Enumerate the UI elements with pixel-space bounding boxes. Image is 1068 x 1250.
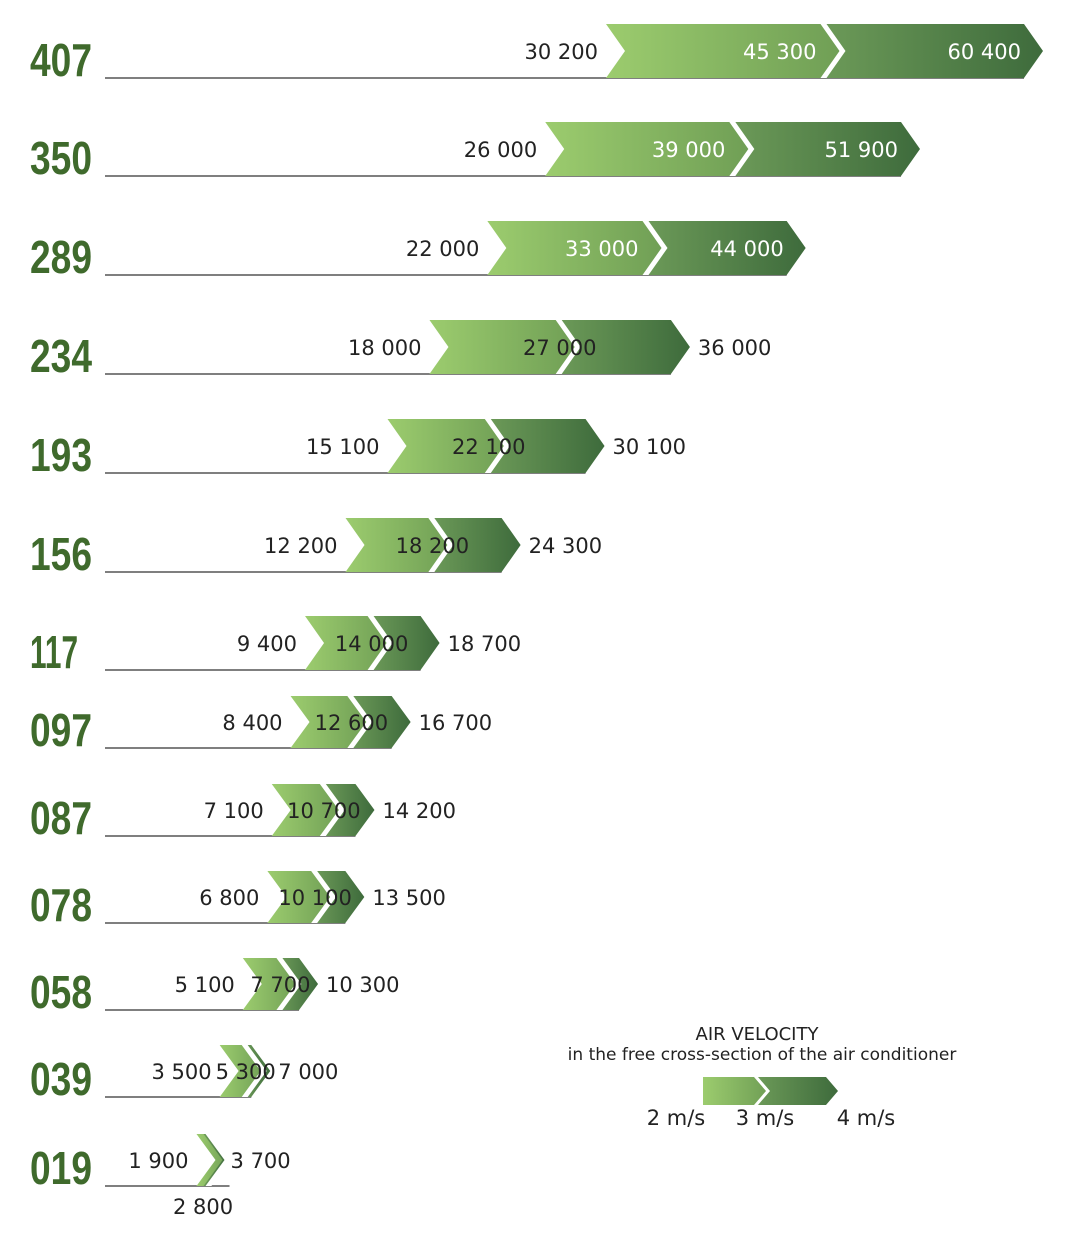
category-label-193: 193 (30, 429, 92, 481)
category-label-350: 350 (30, 132, 92, 184)
value-label-4ms-289: 44 000 (710, 237, 783, 261)
legend-entry-3ms: 3 m/s (736, 1106, 795, 1130)
bar-segment-3-4-407 (824, 24, 1043, 78)
value-label-2ms-117: 9 400 (237, 632, 297, 656)
bar-segment-2-3-117 (305, 616, 391, 670)
value-label-4ms-078: 13 500 (372, 886, 445, 910)
category-label-289: 289 (30, 231, 92, 283)
segment-divider-058 (276, 958, 302, 1010)
value-label-3ms-117: 14 000 (335, 632, 408, 656)
category-label-087: 087 (30, 792, 92, 844)
bar-segment-3-4-087 (323, 784, 375, 836)
legend-swatch-dark (757, 1077, 838, 1105)
segment-divider-350 (729, 122, 755, 176)
value-label-3ms-407: 45 300 (743, 40, 816, 64)
value-label-2ms-078: 6 800 (199, 886, 259, 910)
value-label-2ms-019: 1 900 (128, 1149, 188, 1173)
bar-segment-3-4-193 (488, 419, 605, 473)
bar-segment-2-3-058 (242, 958, 300, 1010)
bar-segment-2-3-097 (290, 696, 371, 748)
category-label-078: 078 (30, 879, 92, 931)
value-label-4ms-234: 36 000 (698, 336, 771, 360)
bar-segment-3-4-097 (351, 696, 411, 748)
value-label-3ms-097: 12 600 (315, 711, 388, 735)
legend-entry-2ms: 2 m/s (647, 1106, 706, 1130)
category-label-117: 117 (30, 626, 78, 678)
value-label-3ms-019: 2 800 (173, 1195, 233, 1219)
value-label-2ms-039: 3 500 (152, 1060, 212, 1084)
chart-rows: 407 30 200 45 300 60 400 350 26 000 39 000 51 9… (30, 24, 1043, 1219)
bar-segment-3-4-078 (315, 871, 365, 923)
value-label-4ms-039: 7 000 (278, 1060, 338, 1084)
value-label-3ms-350: 39 000 (652, 138, 725, 162)
value-label-4ms-193: 30 100 (613, 435, 686, 459)
value-label-3ms-193: 22 100 (452, 435, 525, 459)
value-label-2ms-407: 30 200 (525, 40, 598, 64)
value-label-3ms-078: 10 100 (278, 886, 351, 910)
bar-segment-2-3-156 (345, 518, 452, 572)
bar-segment-2-3-234 (429, 320, 579, 374)
value-label-3ms-039: 5 300 (216, 1060, 276, 1084)
bar-segment-3-4-156 (432, 518, 521, 572)
value-label-2ms-193: 15 100 (306, 435, 379, 459)
value-label-4ms-117: 18 700 (448, 632, 521, 656)
value-label-2ms-289: 22 000 (406, 237, 479, 261)
value-label-2ms-234: 18 000 (348, 336, 421, 360)
value-label-2ms-097: 8 400 (222, 711, 282, 735)
value-label-3ms-087: 10 700 (287, 799, 360, 823)
value-label-3ms-234: 27 000 (523, 336, 596, 360)
category-label-156: 156 (30, 528, 92, 580)
value-label-4ms-019: 3 700 (231, 1149, 291, 1173)
segment-divider-019 (205, 1134, 231, 1186)
value-label-4ms-058: 10 300 (326, 973, 399, 997)
value-label-2ms-058: 5 100 (175, 973, 235, 997)
bar-segment-3-4-117 (371, 616, 440, 670)
category-label-019: 019 (30, 1142, 92, 1194)
segment-divider-039 (241, 1045, 267, 1097)
value-label-4ms-087: 14 200 (382, 799, 455, 823)
segment-divider-193 (484, 419, 510, 473)
segment-divider-156 (428, 518, 454, 572)
bar-segment-3-4-289 (646, 221, 806, 275)
bar-segment-2-3-087 (271, 784, 343, 836)
bar-segment-2-3-407 (606, 24, 844, 78)
bar-segment-2-3-289 (487, 221, 666, 275)
category-label-407: 407 (30, 34, 92, 86)
segment-divider-234 (555, 320, 581, 374)
category-label-039: 039 (30, 1053, 92, 1105)
segment-divider-087 (319, 784, 345, 836)
bar-segment-3-4-234 (559, 320, 690, 374)
segment-divider-407 (820, 24, 846, 78)
category-label-058: 058 (30, 966, 92, 1018)
legend-subtitle: in the free cross-section of the air con… (568, 1045, 957, 1065)
value-label-4ms-407: 60 400 (948, 40, 1021, 64)
value-label-3ms-058: 7 700 (250, 973, 310, 997)
value-label-2ms-087: 7 100 (204, 799, 264, 823)
legend-entry-4ms: 4 m/s (837, 1106, 896, 1130)
segment-divider-078 (311, 871, 337, 923)
value-label-3ms-289: 33 000 (565, 237, 638, 261)
legend-title: AIR VELOCITY (696, 1024, 820, 1045)
segment-divider-097 (347, 696, 373, 748)
legend-swatch-light (703, 1077, 769, 1105)
value-label-2ms-350: 26 000 (464, 138, 537, 162)
category-label-097: 097 (30, 704, 92, 756)
value-label-4ms-097: 16 700 (419, 711, 492, 735)
bar-segment-2-3-078 (267, 871, 335, 923)
category-label-234: 234 (30, 330, 92, 382)
segment-divider-117 (367, 616, 393, 670)
bar-segment-2-3-350 (545, 122, 753, 176)
value-label-2ms-156: 12 200 (264, 534, 337, 558)
value-label-3ms-156: 18 200 (396, 534, 469, 558)
segment-divider-289 (642, 221, 668, 275)
value-label-4ms-156: 24 300 (529, 534, 602, 558)
bar-segment-3-4-058 (280, 958, 319, 1010)
bar-segment-2-3-193 (387, 419, 508, 473)
value-label-4ms-350: 51 900 (825, 138, 898, 162)
bar-segment-3-4-350 (733, 122, 921, 176)
legend-divider (754, 1077, 770, 1105)
